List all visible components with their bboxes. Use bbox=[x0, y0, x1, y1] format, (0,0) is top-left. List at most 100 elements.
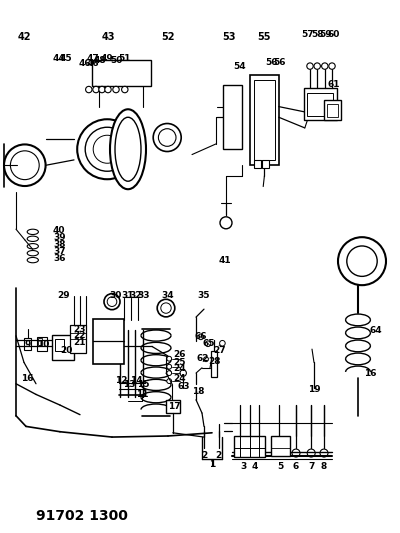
Text: 25: 25 bbox=[174, 358, 186, 367]
Text: 8: 8 bbox=[321, 463, 327, 471]
Text: 17: 17 bbox=[168, 402, 181, 410]
Bar bbox=[24, 338, 31, 350]
Circle shape bbox=[347, 246, 377, 277]
Text: 3: 3 bbox=[240, 463, 246, 471]
Text: 50: 50 bbox=[110, 56, 122, 64]
Text: 46: 46 bbox=[78, 60, 91, 68]
Text: 56: 56 bbox=[273, 59, 286, 67]
Circle shape bbox=[167, 364, 172, 369]
Text: 57: 57 bbox=[302, 30, 314, 39]
Text: 28: 28 bbox=[208, 357, 221, 366]
Bar bbox=[250, 75, 279, 165]
Text: 38: 38 bbox=[53, 240, 66, 248]
Circle shape bbox=[153, 124, 181, 151]
Text: 39: 39 bbox=[53, 233, 66, 241]
Text: 66: 66 bbox=[194, 333, 207, 341]
Text: 49: 49 bbox=[101, 54, 114, 63]
Text: 6: 6 bbox=[293, 463, 299, 471]
Text: 27: 27 bbox=[213, 346, 226, 355]
Circle shape bbox=[338, 237, 386, 285]
Circle shape bbox=[93, 86, 99, 93]
Circle shape bbox=[86, 86, 92, 93]
Text: 46: 46 bbox=[86, 60, 99, 68]
Circle shape bbox=[113, 86, 119, 93]
Text: 2: 2 bbox=[215, 451, 221, 459]
Text: 20: 20 bbox=[60, 346, 72, 355]
Circle shape bbox=[99, 86, 105, 93]
Ellipse shape bbox=[27, 229, 38, 235]
Text: 56: 56 bbox=[265, 59, 278, 67]
Text: 54: 54 bbox=[234, 62, 246, 71]
Bar bbox=[52, 335, 74, 360]
Text: 10: 10 bbox=[37, 341, 49, 349]
Text: 34: 34 bbox=[162, 292, 174, 300]
Circle shape bbox=[204, 357, 208, 362]
Circle shape bbox=[322, 63, 328, 69]
Text: 12: 12 bbox=[114, 376, 127, 385]
Text: 91702 1300: 91702 1300 bbox=[36, 509, 128, 523]
Ellipse shape bbox=[115, 117, 141, 181]
Text: 9: 9 bbox=[24, 341, 30, 349]
Text: 63: 63 bbox=[178, 382, 190, 391]
Text: 43: 43 bbox=[102, 33, 116, 42]
Text: 64: 64 bbox=[370, 326, 382, 335]
Text: 48: 48 bbox=[94, 56, 106, 64]
Bar bbox=[327, 104, 338, 117]
Ellipse shape bbox=[27, 244, 38, 249]
Ellipse shape bbox=[27, 251, 38, 256]
Text: 29: 29 bbox=[58, 292, 70, 300]
Circle shape bbox=[104, 294, 120, 310]
Text: 33: 33 bbox=[137, 292, 150, 300]
Text: 16: 16 bbox=[364, 369, 376, 377]
Text: 55: 55 bbox=[257, 33, 271, 42]
Text: 53: 53 bbox=[222, 33, 236, 42]
Text: 45: 45 bbox=[60, 54, 72, 63]
Circle shape bbox=[161, 303, 171, 313]
Bar bbox=[55, 339, 64, 351]
Text: 60: 60 bbox=[328, 30, 340, 39]
Circle shape bbox=[220, 217, 232, 229]
Text: 11: 11 bbox=[136, 390, 148, 399]
Circle shape bbox=[107, 297, 117, 306]
Text: 13: 13 bbox=[123, 381, 136, 389]
Circle shape bbox=[85, 127, 129, 171]
Text: 4: 4 bbox=[251, 463, 258, 471]
Text: 14: 14 bbox=[130, 376, 142, 385]
Text: 44: 44 bbox=[53, 54, 66, 63]
Bar bbox=[324, 100, 341, 120]
Text: 65: 65 bbox=[202, 340, 215, 348]
Text: 42: 42 bbox=[18, 33, 32, 42]
Circle shape bbox=[198, 334, 204, 340]
Circle shape bbox=[314, 63, 320, 69]
Text: 37: 37 bbox=[53, 247, 66, 256]
Text: 40: 40 bbox=[53, 226, 66, 235]
Text: 7: 7 bbox=[308, 463, 314, 471]
Ellipse shape bbox=[110, 109, 146, 189]
Circle shape bbox=[167, 378, 172, 384]
Bar bbox=[211, 351, 217, 377]
Bar bbox=[38, 338, 42, 345]
Bar bbox=[37, 337, 47, 351]
Text: 21: 21 bbox=[73, 338, 86, 346]
Circle shape bbox=[180, 370, 186, 376]
Text: 5: 5 bbox=[277, 463, 283, 471]
Bar bbox=[92, 60, 151, 86]
Text: 22: 22 bbox=[73, 332, 86, 340]
Circle shape bbox=[93, 135, 121, 163]
Text: 2: 2 bbox=[201, 451, 207, 459]
Circle shape bbox=[329, 63, 335, 69]
Bar bbox=[271, 436, 290, 456]
Text: 18: 18 bbox=[192, 387, 205, 395]
Text: 16: 16 bbox=[21, 374, 34, 383]
Text: 30: 30 bbox=[110, 292, 122, 300]
Bar bbox=[93, 319, 124, 364]
Circle shape bbox=[77, 119, 137, 179]
Circle shape bbox=[10, 151, 39, 180]
Circle shape bbox=[167, 356, 172, 361]
Text: 52: 52 bbox=[161, 33, 175, 42]
Text: 51: 51 bbox=[118, 54, 131, 63]
Text: 62: 62 bbox=[197, 354, 210, 362]
Bar bbox=[70, 325, 86, 353]
Text: 26: 26 bbox=[174, 350, 186, 359]
Text: 58: 58 bbox=[311, 30, 324, 39]
